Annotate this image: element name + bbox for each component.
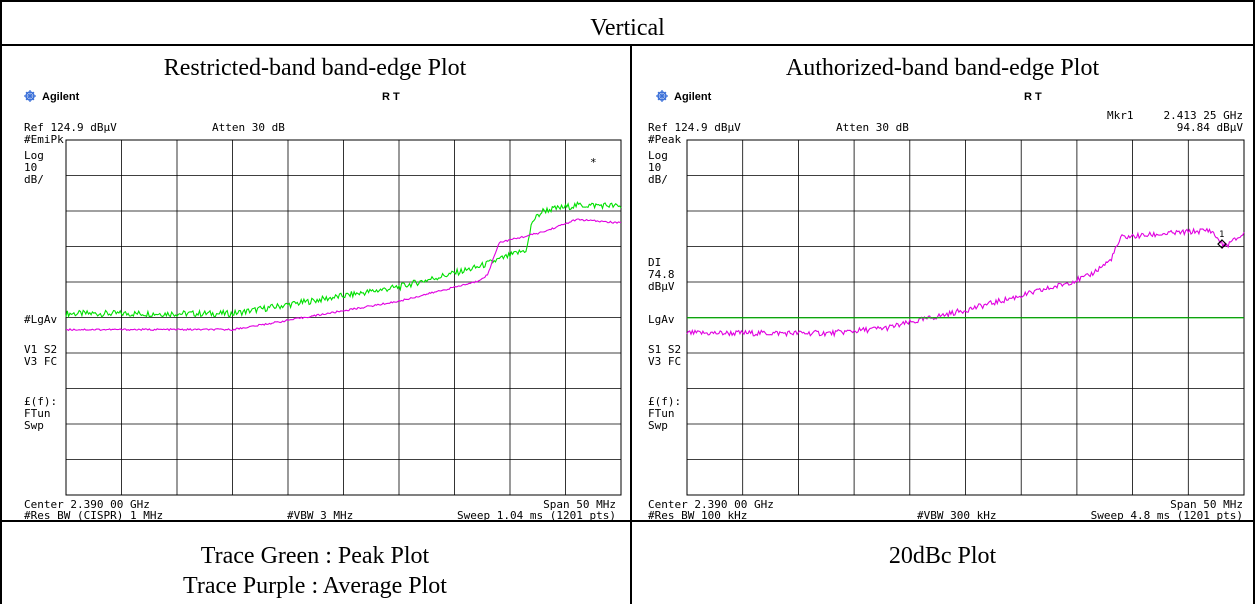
display-line-label: DI <box>648 256 661 269</box>
func-label: £(f): <box>24 395 57 408</box>
right-analyzer-screen: Agilent R T Mkr1 2.413 25 GHz 94.84 dBµV… <box>632 88 1253 520</box>
trace-mode-1: V1 S2 <box>24 343 57 356</box>
scale-type: Log <box>648 149 668 162</box>
trace-mode-1: S1 S2 <box>648 343 681 356</box>
row-divider-2 <box>0 520 1255 522</box>
func-label: £(f): <box>648 395 681 408</box>
column-divider <box>630 44 632 604</box>
attenuation: Atten 30 dB <box>836 121 909 134</box>
left-caption-line-2: Trace Purple : Average Plot <box>183 573 447 599</box>
marker-amplitude: 94.84 dBµV <box>1177 121 1244 134</box>
span: Span 50 MHz <box>1170 498 1243 511</box>
scale-unit: dB/ <box>648 173 668 186</box>
trace-line <box>65 218 622 332</box>
swp-label: Swp <box>24 419 44 432</box>
detector-mode: #Peak <box>648 133 681 146</box>
ftun-label: FTun <box>648 407 675 420</box>
left-analyzer-svg: Agilent R T Ref 124.9 dBµV Atten 30 dB #… <box>24 90 622 520</box>
right-plot-title: Authorized-band band-edge Plot <box>785 55 1100 81</box>
detector-mode: #EmiPk <box>24 133 64 146</box>
rt-indicator: R T <box>1024 91 1042 103</box>
span: Span 50 MHz <box>543 498 616 511</box>
ref-level: Ref 124.9 dBµV <box>648 121 741 134</box>
attenuation: Atten 30 dB <box>212 121 285 134</box>
agilent-logo-icon <box>24 90 36 102</box>
resolution-bandwidth: #Res BW (CISPR) 1 MHz <box>24 509 163 520</box>
border-left <box>0 0 2 604</box>
video-bandwidth: #VBW 300 kHz <box>917 509 996 520</box>
ref-level: Ref 124.9 dBµV <box>24 121 117 134</box>
border-top <box>0 0 1255 2</box>
display-line-unit: dBµV <box>648 280 675 293</box>
border-right <box>1253 0 1255 604</box>
sweep-time: Sweep 4.8 ms (1201 pts) <box>1091 509 1243 520</box>
trace-line <box>686 227 1245 338</box>
header-title: Vertical <box>590 15 665 41</box>
row-divider-1 <box>0 44 1255 46</box>
agilent-logo-icon <box>656 90 668 102</box>
marker-frequency: 2.413 25 GHz <box>1164 109 1243 122</box>
marker-label: Mkr1 <box>1107 109 1134 122</box>
asterisk-indicator: * <box>590 156 597 169</box>
sweep-time: Sweep 1.04 ms (1201 pts) <box>457 509 616 520</box>
resolution-bandwidth: #Res BW 100 kHz <box>648 509 747 520</box>
brand-label: Agilent <box>674 91 712 103</box>
video-bandwidth: #VBW 3 MHz <box>287 509 353 520</box>
right-caption: 20dBc Plot <box>888 543 997 569</box>
trace-mode-2: V3 FC <box>648 355 681 368</box>
right-plot-traces <box>686 227 1245 338</box>
marker-diamond-icon <box>1217 239 1227 249</box>
avg-label: #LgAv <box>24 313 57 326</box>
scale-unit: dB/ <box>24 173 44 186</box>
marker-number: 1 <box>1219 230 1224 240</box>
ftun-label: FTun <box>24 407 51 420</box>
left-analyzer-screen: Agilent R T Ref 124.9 dBµV Atten 30 dB #… <box>2 88 630 520</box>
rt-indicator: R T <box>382 91 400 103</box>
left-plot-grid <box>65 139 622 496</box>
trace-mode-2: V3 FC <box>24 355 57 368</box>
center-frequency: Center 2.390 00 GHz <box>24 498 150 511</box>
swp-label: Swp <box>648 419 668 432</box>
trace-line <box>65 200 622 319</box>
center-frequency: Center 2.390 00 GHz <box>648 498 774 511</box>
avg-label: LgAv <box>648 313 675 326</box>
scale-value: 10 <box>648 161 661 174</box>
left-caption-line-1: Trace Green : Peak Plot <box>200 543 430 569</box>
brand-label: Agilent <box>42 91 80 103</box>
right-analyzer-svg: Agilent R T Mkr1 2.413 25 GHz 94.84 dBµV… <box>648 90 1245 520</box>
left-plot-traces <box>65 200 622 332</box>
display-line-value: 74.8 <box>648 268 675 281</box>
scale-value: 10 <box>24 161 37 174</box>
left-plot-title: Restricted-band band-edge Plot <box>163 55 467 81</box>
scale-type: Log <box>24 149 44 162</box>
